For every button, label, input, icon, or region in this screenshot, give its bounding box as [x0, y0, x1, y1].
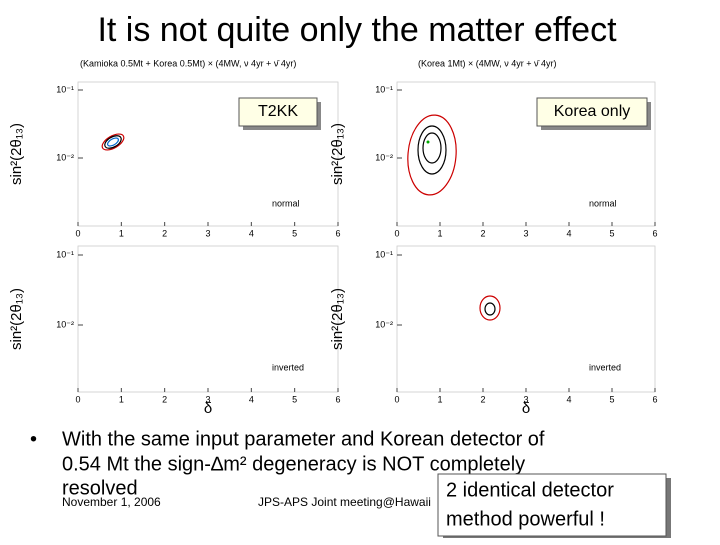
- x-tick-label: 3: [205, 228, 210, 238]
- y-axis-label: sin²(2θ₁₃): [329, 288, 346, 350]
- y-tick-label: 10⁻¹: [375, 249, 393, 259]
- x-tick-label: 4: [566, 228, 571, 238]
- bullet-line: With the same input parameter and Korean…: [62, 428, 545, 450]
- y-tick-label: 10⁻²: [375, 319, 393, 329]
- footer-event: JPS-APS Joint meeting@Hawaii: [258, 495, 431, 509]
- y-axis-label: sin²(2θ₁₃): [329, 123, 346, 185]
- label-text: T2KK: [258, 103, 298, 120]
- hierarchy-label: normal: [272, 198, 300, 208]
- y-tick-label: 10⁻¹: [375, 84, 393, 94]
- x-tick-label: 4: [249, 394, 254, 404]
- x-tick-label: 3: [523, 394, 528, 404]
- x-tick-label: 1: [119, 394, 124, 404]
- y-tick-label: 10⁻²: [375, 152, 393, 162]
- x-tick-label: 2: [162, 394, 167, 404]
- footer-date: November 1, 2006: [62, 495, 161, 509]
- contour: [479, 295, 501, 321]
- callout-text: 2 identical detector: [446, 479, 614, 501]
- x-tick-label: 5: [609, 228, 614, 238]
- contour: [407, 114, 457, 196]
- contour: [484, 302, 496, 316]
- y-tick-label: 10⁻¹: [56, 84, 74, 94]
- x-tick-label: 6: [652, 228, 657, 238]
- x-tick-label: 2: [480, 394, 485, 404]
- x-tick-label: 1: [437, 394, 442, 404]
- x-tick-label: 5: [292, 394, 297, 404]
- x-tick-label: 0: [394, 228, 399, 238]
- hierarchy-label: inverted: [589, 362, 621, 372]
- label-box: [238, 97, 318, 127]
- x-tick-label: 3: [205, 394, 210, 404]
- y-axis-label: sin²(2θ₁₃): [8, 288, 25, 350]
- x-tick-label: 6: [335, 394, 340, 404]
- label-box: [536, 97, 648, 127]
- callout-box: [437, 473, 667, 537]
- x-tick-label: 0: [394, 394, 399, 404]
- x-tick-label: 4: [566, 394, 571, 404]
- x-tick-label: 2: [162, 228, 167, 238]
- x-tick-label: 2: [480, 228, 485, 238]
- x-tick-label: 0: [75, 228, 80, 238]
- x-tick-label: 3: [523, 228, 528, 238]
- contour: [426, 140, 430, 144]
- bullet-marker: •: [30, 428, 37, 450]
- bullet-line: resolved: [62, 477, 138, 499]
- x-tick-label: 1: [437, 228, 442, 238]
- x-axis-label: δ: [522, 400, 530, 417]
- x-axis-label: δ: [204, 400, 212, 417]
- contour: [106, 137, 120, 147]
- contour: [417, 125, 447, 175]
- right-header: (Korea 1Mt) × (4MW, ν 4yr + ν̄ 4yr): [418, 58, 557, 68]
- x-tick-label: 6: [652, 394, 657, 404]
- y-tick-label: 10⁻¹: [56, 249, 74, 259]
- left-header: (Kamioka 0.5Mt + Korea 0.5Mt) × (4MW, ν …: [80, 58, 296, 68]
- label-text: Korea only: [554, 103, 631, 120]
- x-tick-label: 0: [75, 394, 80, 404]
- contour: [104, 135, 122, 149]
- y-axis-label: sin²(2θ₁₃): [8, 123, 25, 185]
- x-tick-label: 5: [292, 228, 297, 238]
- x-tick-label: 4: [249, 228, 254, 238]
- y-tick-label: 10⁻²: [56, 319, 74, 329]
- bullet-line: 0.54 Mt the sign-∆m² degeneracy is NOT c…: [62, 453, 525, 475]
- callout-text: method powerful !: [446, 508, 605, 530]
- x-tick-label: 5: [609, 394, 614, 404]
- contour: [422, 132, 442, 164]
- hierarchy-label: inverted: [272, 362, 304, 372]
- x-tick-label: 6: [335, 228, 340, 238]
- x-tick-label: 1: [119, 228, 124, 238]
- y-tick-label: 10⁻²: [56, 152, 74, 162]
- slide-title: It is not quite only the matter effect: [97, 11, 617, 49]
- hierarchy-label: normal: [589, 198, 617, 208]
- contour: [101, 133, 125, 151]
